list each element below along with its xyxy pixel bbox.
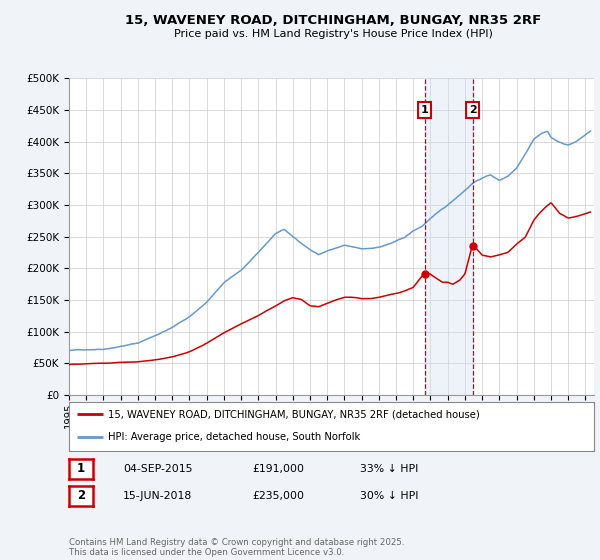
Text: Contains HM Land Registry data © Crown copyright and database right 2025.
This d: Contains HM Land Registry data © Crown c…: [69, 538, 404, 557]
Text: £235,000: £235,000: [252, 491, 304, 501]
Text: £191,000: £191,000: [252, 464, 304, 474]
Text: 2: 2: [77, 489, 85, 502]
Text: 30% ↓ HPI: 30% ↓ HPI: [360, 491, 419, 501]
Text: 04-SEP-2015: 04-SEP-2015: [123, 464, 193, 474]
Bar: [425, 78, 473, 395]
Text: 15, WAVENEY ROAD, DITCHINGHAM, BUNGAY, NR35 2RF: 15, WAVENEY ROAD, DITCHINGHAM, BUNGAY, N…: [125, 14, 541, 27]
Text: 33% ↓ HPI: 33% ↓ HPI: [360, 464, 418, 474]
Text: 1: 1: [421, 105, 428, 115]
Text: HPI: Average price, detached house, South Norfolk: HPI: Average price, detached house, Sout…: [109, 432, 361, 442]
Text: 2: 2: [469, 105, 476, 115]
Text: 15, WAVENEY ROAD, DITCHINGHAM, BUNGAY, NR35 2RF (detached house): 15, WAVENEY ROAD, DITCHINGHAM, BUNGAY, N…: [109, 409, 480, 419]
Text: 15-JUN-2018: 15-JUN-2018: [123, 491, 192, 501]
Text: Price paid vs. HM Land Registry's House Price Index (HPI): Price paid vs. HM Land Registry's House …: [173, 29, 493, 39]
Text: 1: 1: [77, 462, 85, 475]
